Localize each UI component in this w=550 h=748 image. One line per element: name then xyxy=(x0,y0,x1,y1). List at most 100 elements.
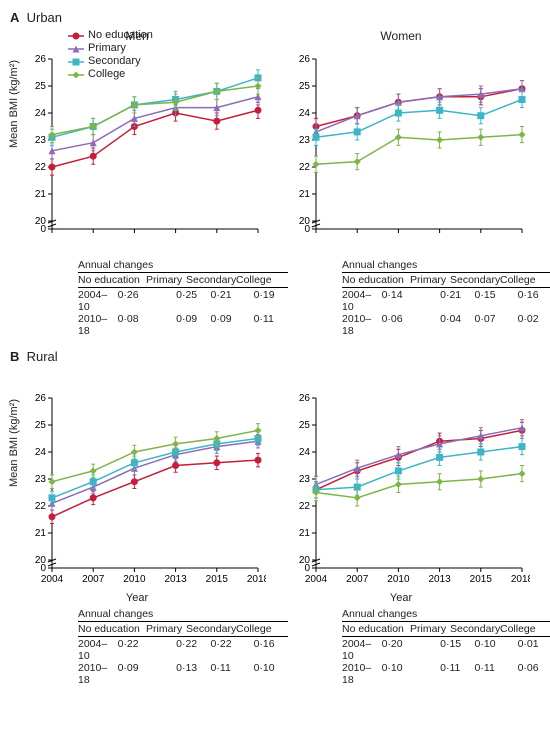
svg-text:21: 21 xyxy=(35,189,47,200)
table-cell: 0·04 xyxy=(440,313,474,337)
svg-text:2010: 2010 xyxy=(387,574,410,585)
chart-panel: 202122232425260200420072010201320152018M… xyxy=(8,368,266,604)
y-axis-label: Mean BMI (kg/m²) xyxy=(8,60,20,148)
svg-text:26: 26 xyxy=(299,54,311,65)
svg-text:0: 0 xyxy=(304,563,310,574)
svg-text:2018: 2018 xyxy=(511,574,530,585)
svg-text:26: 26 xyxy=(35,54,47,65)
svg-text:25: 25 xyxy=(299,420,311,431)
table-col-header: Primary xyxy=(146,623,186,635)
legend-label: Primary xyxy=(88,42,126,55)
table-cell: 0·09 xyxy=(118,662,177,686)
svg-text:2018: 2018 xyxy=(247,574,266,585)
svg-text:23: 23 xyxy=(35,135,47,146)
table-cell: 0·15 xyxy=(440,638,474,662)
table-title: Annual changes xyxy=(78,608,288,620)
y-axis-label: Mean BMI (kg/m²) xyxy=(8,399,20,487)
table-col-header: Primary xyxy=(410,274,450,286)
table-col-header: College xyxy=(236,623,276,635)
table-cell: 0·10 xyxy=(382,662,441,686)
svg-text:22: 22 xyxy=(299,162,311,173)
table-cell: 0·21 xyxy=(440,289,474,313)
table-cell: 0·22 xyxy=(211,638,254,662)
svg-text:24: 24 xyxy=(35,447,47,458)
table-cell: 0·22 xyxy=(176,638,210,662)
svg-text:2015: 2015 xyxy=(470,574,493,585)
svg-text:23: 23 xyxy=(35,474,47,485)
svg-text:25: 25 xyxy=(299,81,311,92)
table-col-header: Primary xyxy=(146,274,186,286)
svg-text:2004: 2004 xyxy=(305,574,328,585)
table-col-header: Secondary xyxy=(186,623,236,635)
legend-item: College xyxy=(68,68,153,81)
annual-changes-table: Annual changes No educationPrimarySeconda… xyxy=(78,259,288,337)
table-cell: 0·13 xyxy=(176,662,210,686)
svg-text:0: 0 xyxy=(40,563,46,574)
table-cell: 0·14 xyxy=(382,289,441,313)
svg-text:2015: 2015 xyxy=(206,574,229,585)
chart-panel: 202122232425260200420072010201320152018Y… xyxy=(272,368,530,604)
table-cell: 0·06 xyxy=(518,662,550,686)
panel-label: A Urban xyxy=(10,10,542,25)
svg-text:23: 23 xyxy=(299,135,311,146)
legend-label: No education xyxy=(88,29,153,42)
svg-text:26: 26 xyxy=(35,393,47,404)
svg-text:23: 23 xyxy=(299,474,311,485)
table-col-header: College xyxy=(236,274,276,286)
chart-svg: 202122232425260 xyxy=(272,45,530,255)
table-cell: 0·06 xyxy=(382,313,441,337)
table-col-header: Secondary xyxy=(450,623,500,635)
annual-changes-table: Annual changesNo educationPrimarySeconda… xyxy=(342,608,550,686)
svg-text:21: 21 xyxy=(35,528,47,539)
table-cell: 0·25 xyxy=(176,289,210,313)
table-cell: 0·09 xyxy=(176,313,210,337)
table-title: Annual changes xyxy=(342,259,550,271)
table-title: Annual changes xyxy=(78,259,288,271)
table-cell: 0·21 xyxy=(211,289,254,313)
table-col-header: Primary xyxy=(410,623,450,635)
svg-text:2007: 2007 xyxy=(346,574,369,585)
svg-text:2013: 2013 xyxy=(428,574,451,585)
table-cell: 0·08 xyxy=(118,313,177,337)
svg-text:24: 24 xyxy=(299,108,311,119)
legend-item: No education xyxy=(68,29,153,42)
svg-text:21: 21 xyxy=(299,528,311,539)
table-cell: 0·07 xyxy=(475,313,518,337)
table-cell: 0·15 xyxy=(475,289,518,313)
table-col-header: Secondary xyxy=(186,274,236,286)
svg-text:2013: 2013 xyxy=(164,574,187,585)
table-col-header: No education xyxy=(342,274,410,286)
table-col-header: College xyxy=(500,623,540,635)
table-cell: 0·01 xyxy=(518,638,550,662)
svg-text:22: 22 xyxy=(35,501,47,512)
table-col-header: No education xyxy=(78,274,146,286)
svg-text:0: 0 xyxy=(40,224,46,235)
legend-label: Secondary xyxy=(88,55,141,68)
svg-text:2010: 2010 xyxy=(123,574,146,585)
legend-label: College xyxy=(88,68,125,81)
period-label: 2004–10 xyxy=(342,289,382,313)
table-cell: 0·11 xyxy=(440,662,474,686)
table-cell: 0·22 xyxy=(118,638,177,662)
period-label: 2004–10 xyxy=(342,638,382,662)
svg-text:25: 25 xyxy=(35,420,47,431)
svg-text:25: 25 xyxy=(35,81,47,92)
table-cell: 0·09 xyxy=(211,313,254,337)
chart-svg: 202122232425260200420072010201320152018 xyxy=(8,384,266,594)
period-label: 2010–18 xyxy=(78,313,118,337)
svg-text:26: 26 xyxy=(299,393,311,404)
period-label: 2004–10 xyxy=(78,638,118,662)
svg-text:2007: 2007 xyxy=(82,574,105,585)
x-axis-label: Year xyxy=(8,592,266,604)
svg-text:22: 22 xyxy=(35,162,47,173)
table-title: Annual changes xyxy=(342,608,550,620)
table-cell: 0·26 xyxy=(118,289,177,313)
svg-text:24: 24 xyxy=(299,447,311,458)
period-label: 2010–18 xyxy=(342,662,382,686)
annual-changes-table: Annual changesNo educationPrimarySeconda… xyxy=(78,608,288,686)
chart-svg: 202122232425260200420072010201320152018 xyxy=(272,384,530,594)
legend: No education Primary Secondary College xyxy=(68,29,153,81)
period-label: 2010–18 xyxy=(342,313,382,337)
table-col-header: College xyxy=(500,274,540,286)
table-cell: 0·20 xyxy=(382,638,441,662)
